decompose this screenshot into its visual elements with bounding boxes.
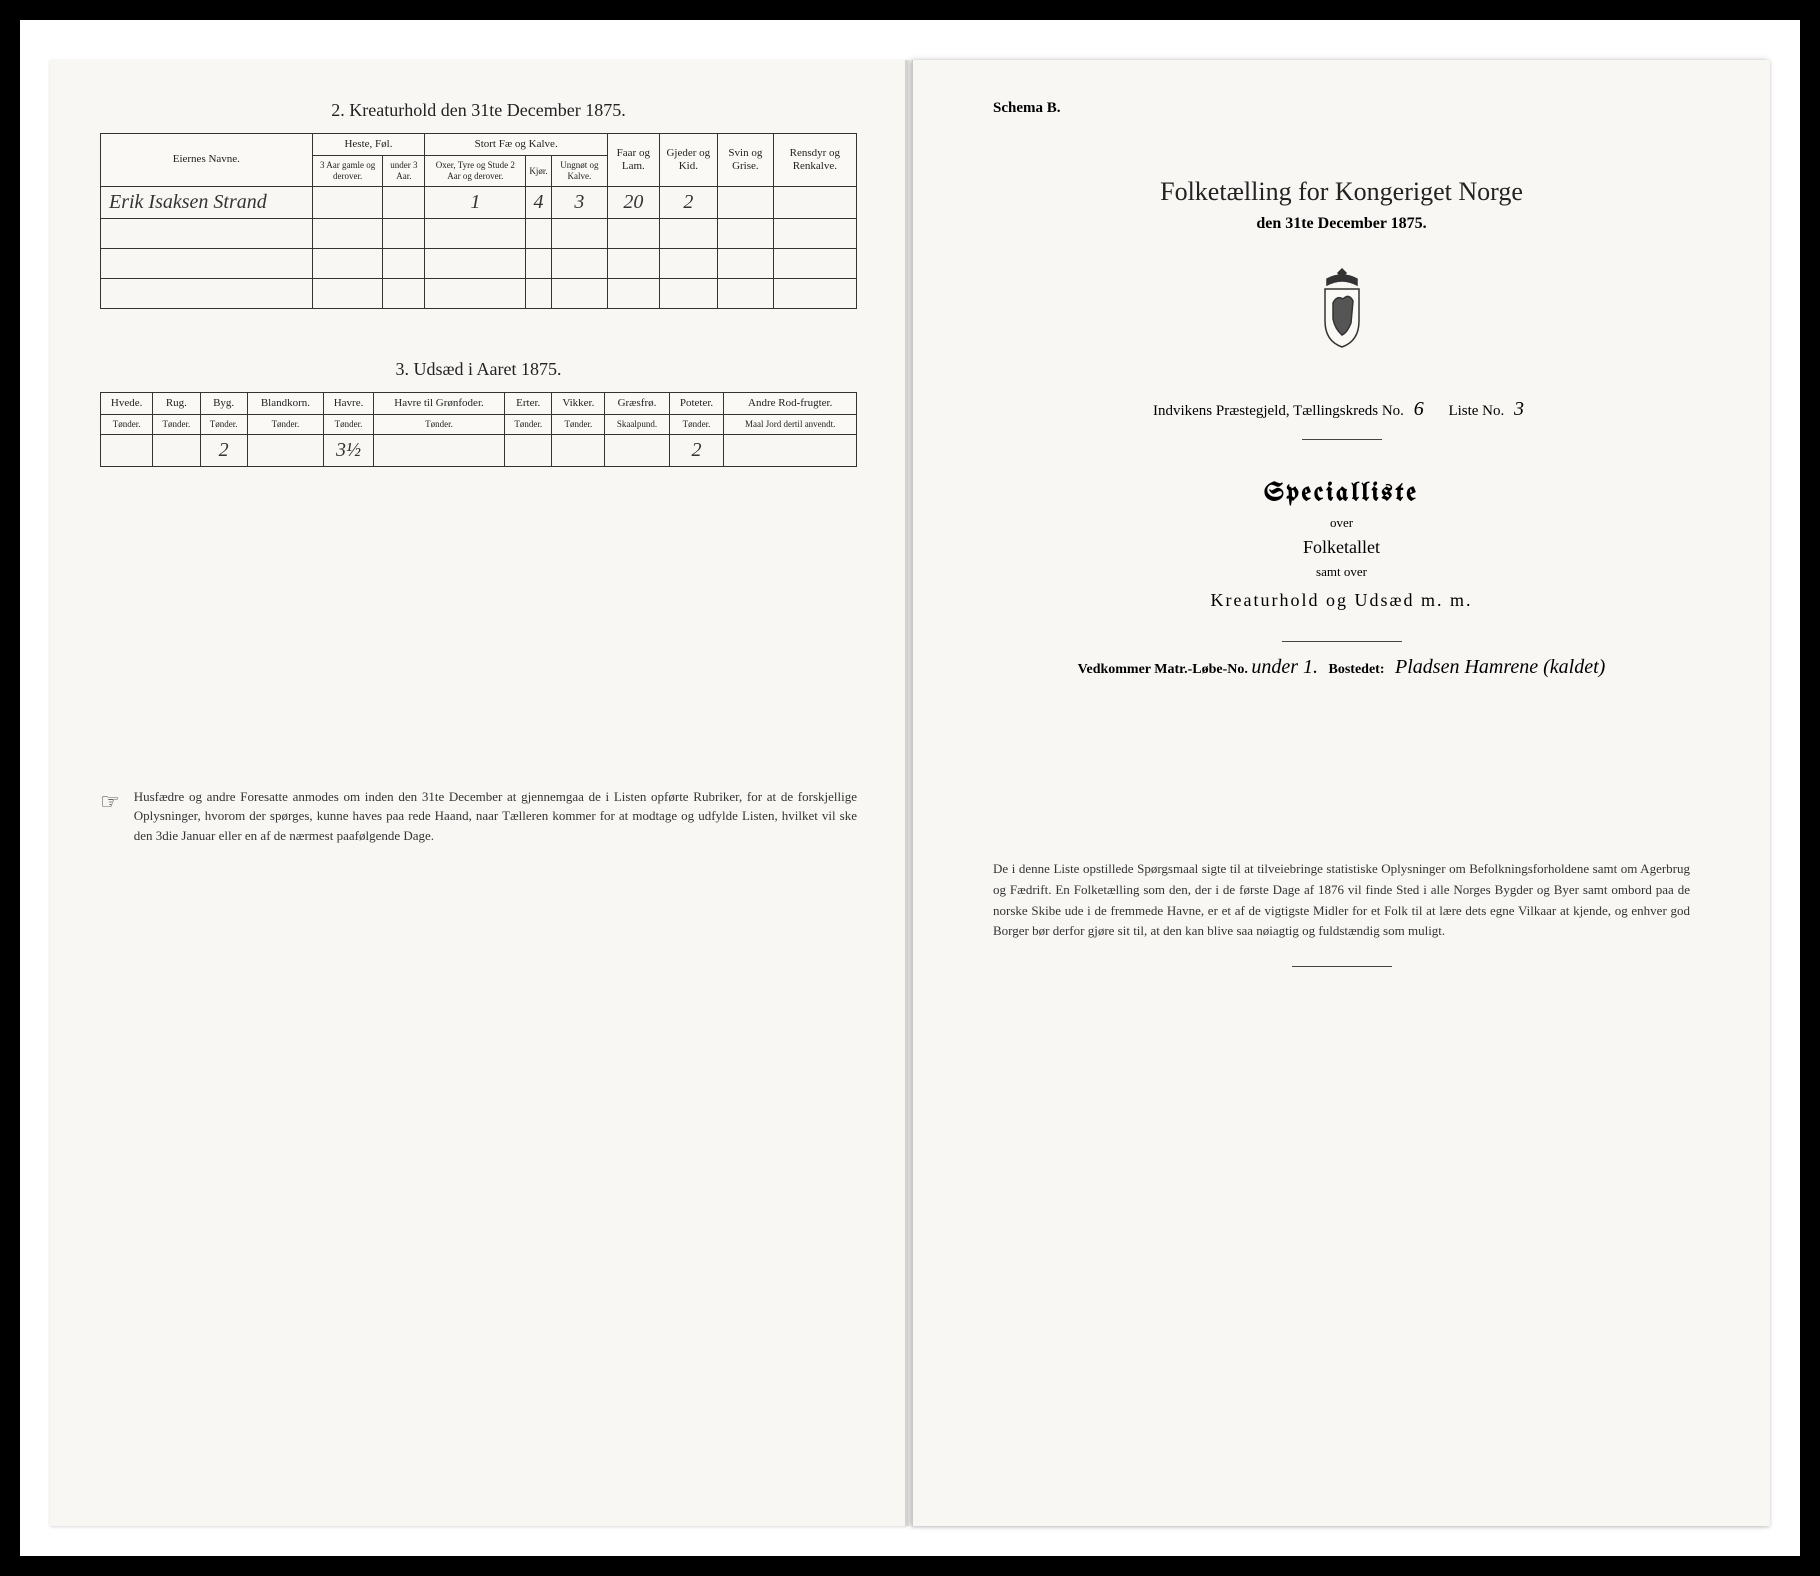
cell xyxy=(773,186,856,218)
section2-title: 2. Kreaturhold den 31te December 1875. xyxy=(100,100,857,121)
th-sub: Tønder. xyxy=(669,414,724,434)
bostedet-label: Bostedet: xyxy=(1329,662,1385,677)
left-footnote: ☞ Husfædre og andre Foresatte anmodes om… xyxy=(100,787,857,846)
cell: 3 xyxy=(551,186,607,218)
vedk-under: under 1. xyxy=(1251,656,1318,678)
th-hvede: Hvede. xyxy=(101,392,153,414)
table-row xyxy=(101,218,857,248)
th-sub: Tønder. xyxy=(200,414,247,434)
scan-frame: 2. Kreaturhold den 31te December 1875. E… xyxy=(20,20,1800,1556)
left-page: 2. Kreaturhold den 31te December 1875. E… xyxy=(50,60,907,1526)
coat-of-arms-icon xyxy=(963,263,1720,358)
cell xyxy=(605,434,669,466)
cell: 1 xyxy=(425,186,526,218)
table-row: 2 3½ 2 xyxy=(101,434,857,466)
th-rug: Rug. xyxy=(153,392,200,414)
cell: 20 xyxy=(608,186,660,218)
th-heste-a: 3 Aar gamle og derover. xyxy=(312,156,383,187)
th-ren: Rensdyr og Renkalve. xyxy=(773,134,856,187)
divider xyxy=(1302,439,1382,440)
th-poteter: Poteter. xyxy=(669,392,724,414)
th-stort-b: Kjør. xyxy=(526,156,551,187)
cell xyxy=(101,434,153,466)
cell xyxy=(373,434,504,466)
th-names: Eiernes Navne. xyxy=(101,134,313,187)
divider xyxy=(1292,966,1392,967)
cell xyxy=(724,434,857,466)
th-sub: Tønder. xyxy=(505,414,552,434)
th-vikker: Vikker. xyxy=(552,392,605,414)
cell: 2 xyxy=(669,434,724,466)
cell xyxy=(552,434,605,466)
parish-prefix: Indvikens Præstegjeld, Tællingskreds No. xyxy=(1153,403,1404,419)
livestock-table: Eiernes Navne. Heste, Føl. Stort Fæ og K… xyxy=(100,133,857,309)
th-sub-andre: Maal Jord dertil anvendt. xyxy=(724,414,857,434)
sub-date: den 31te December 1875. xyxy=(963,215,1720,233)
th-havre-gr: Havre til Grønfoder. xyxy=(373,392,504,414)
divider xyxy=(1282,641,1402,642)
cell xyxy=(505,434,552,466)
bostedet-value: Pladsen Hamrene (kaldet) xyxy=(1395,656,1605,678)
table-row xyxy=(101,278,857,308)
th-sub-graes: Skaalpund. xyxy=(605,414,669,434)
cell xyxy=(247,434,323,466)
th-heste: Heste, Føl. xyxy=(312,134,425,156)
th-erter: Erter. xyxy=(505,392,552,414)
th-sub: Tønder. xyxy=(101,414,153,434)
seed-table: Hvede. Rug. Byg. Blandkorn. Havre. Havre… xyxy=(100,392,857,467)
kreds-no: 6 xyxy=(1414,398,1424,420)
main-title: Folketælling for Kongeriget Norge xyxy=(963,177,1720,207)
table-row: Erik Isaksen Strand 1 4 3 20 2 xyxy=(101,186,857,218)
cell xyxy=(718,186,774,218)
cell: 2 xyxy=(200,434,247,466)
th-faar: Faar og Lam. xyxy=(608,134,660,187)
th-stort-a: Oxer, Tyre og Stude 2 Aar og derover. xyxy=(425,156,526,187)
cell: 4 xyxy=(526,186,551,218)
th-andre: Andre Rod-frugter. xyxy=(724,392,857,414)
th-svin: Svin og Grise. xyxy=(718,134,774,187)
th-heste-b: under 3 Aar. xyxy=(383,156,425,187)
cell xyxy=(383,186,425,218)
liste-no: 3 xyxy=(1514,398,1524,420)
cell: 2 xyxy=(659,186,717,218)
bottom-note: De i denne Liste opstillede Spørgsmaal s… xyxy=(993,859,1690,942)
footnote-text: Husfædre og andre Foresatte anmodes om i… xyxy=(134,787,857,846)
cell: 3½ xyxy=(324,434,374,466)
cell xyxy=(153,434,200,466)
th-bland: Blandkorn. xyxy=(247,392,323,414)
th-stort: Stort Fæ og Kalve. xyxy=(425,134,608,156)
section3-title: 3. Udsæd i Aaret 1875. xyxy=(100,359,857,380)
owner-name: Erik Isaksen Strand xyxy=(101,186,313,218)
cell xyxy=(312,186,383,218)
specialliste-heading: Specialliste xyxy=(963,480,1720,507)
th-graes: Græsfrø. xyxy=(605,392,669,414)
vedk-label: Vedkommer Matr.-Løbe-No. xyxy=(1078,662,1248,677)
vedkommer-line: Vedkommer Matr.-Løbe-No. under 1. Bosted… xyxy=(963,656,1720,679)
th-byg: Byg. xyxy=(200,392,247,414)
right-page: Schema B. Folketælling for Kongeriget No… xyxy=(912,60,1770,1526)
th-sub: Tønder. xyxy=(324,414,374,434)
th-stort-c: Ungnøt og Kalve. xyxy=(551,156,607,187)
samt-label: samt over xyxy=(963,564,1720,580)
liste-label: Liste No. xyxy=(1448,403,1504,419)
th-sub: Tønder. xyxy=(153,414,200,434)
schema-label: Schema B. xyxy=(993,100,1720,117)
parish-line: Indvikens Præstegjeld, Tællingskreds No.… xyxy=(963,398,1720,421)
th-sub: Tønder. xyxy=(247,414,323,434)
over-label: over xyxy=(963,515,1720,531)
th-sub: Tønder. xyxy=(373,414,504,434)
table-row xyxy=(101,248,857,278)
th-gjeder: Gjeder og Kid. xyxy=(659,134,717,187)
pointing-hand-icon: ☞ xyxy=(100,785,120,846)
th-sub: Tønder. xyxy=(552,414,605,434)
kreatur-label: Kreaturhold og Udsæd m. m. xyxy=(963,590,1720,611)
folketallet-label: Folketallet xyxy=(963,537,1720,558)
th-havre: Havre. xyxy=(324,392,374,414)
